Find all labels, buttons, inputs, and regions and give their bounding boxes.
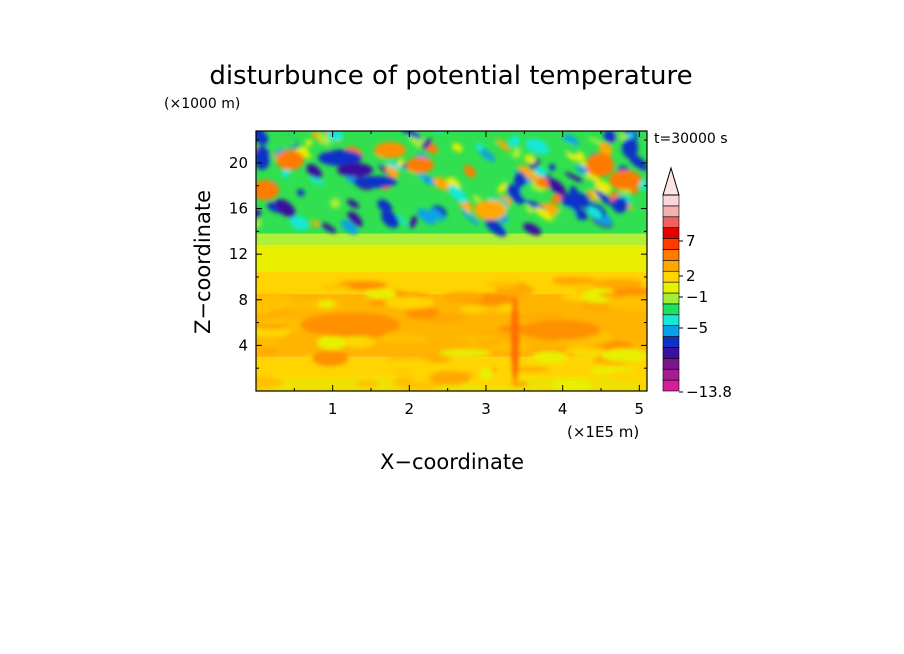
colorbar: 7 2 −1 −5 −13.8	[662, 166, 732, 401]
plot-frame	[255, 130, 648, 392]
y-tick-label: 8	[238, 291, 248, 309]
y-unit-label: (×1000 m)	[164, 96, 240, 112]
colorbar-swatch	[662, 303, 680, 316]
colorbar-swatch	[662, 379, 680, 392]
colorbar-swatch	[662, 314, 680, 326]
y-tick-label: 16	[229, 200, 248, 218]
field-texture	[256, 131, 647, 391]
colorbar-label: −13.8	[686, 383, 732, 401]
colorbar-label: 7	[686, 232, 696, 250]
colorbar-swatch	[662, 292, 680, 305]
plot-area	[255, 130, 648, 392]
y-axis-label: Z−coordinate	[191, 190, 215, 334]
chart-title: disturbunce of potential temperature	[209, 61, 692, 91]
colorbar-swatch	[662, 205, 680, 218]
colorbar-extension	[662, 166, 680, 196]
x-tick-label: 5	[635, 400, 645, 418]
colorbar-swatch	[662, 194, 680, 207]
x-axis: 1 2 3 4 5	[293, 131, 645, 418]
colorbar-swatch	[662, 325, 680, 337]
potential-temperature-field	[256, 131, 647, 391]
colorbar-swatch	[662, 249, 680, 261]
field-band	[256, 245, 647, 272]
x-tick-label: 3	[481, 400, 491, 418]
colorbar-swatch	[662, 368, 680, 381]
y-tick-label: 20	[229, 154, 248, 172]
colorbar-label: 2	[686, 267, 696, 285]
colorbar-swatch	[662, 238, 680, 250]
colorbar-swatch	[662, 347, 680, 359]
colorbar-swatch	[662, 270, 680, 283]
y-axis: 4 8 12 16 20	[229, 139, 647, 369]
colorbar-swatch	[662, 216, 680, 228]
colorbar-label: −5	[686, 319, 708, 337]
field-band	[256, 233, 647, 246]
colorbar-swatch	[662, 281, 680, 294]
colorbar-swatch	[662, 358, 680, 370]
x-unit-label: (×1E5 m)	[567, 423, 639, 441]
colorbar-swatch	[662, 336, 680, 348]
colorbar-swatch	[662, 227, 680, 239]
x-tick-label: 2	[405, 400, 415, 418]
time-label: t=30000 s	[654, 131, 728, 147]
x-tick-label: 4	[558, 400, 568, 418]
colorbar-swatch	[662, 260, 680, 272]
colorbar-label: −1	[686, 288, 708, 306]
x-tick-label: 1	[328, 400, 338, 418]
y-tick-label: 12	[229, 245, 248, 263]
y-tick-label: 4	[238, 336, 248, 354]
x-axis-label: X−coordinate	[380, 450, 524, 474]
